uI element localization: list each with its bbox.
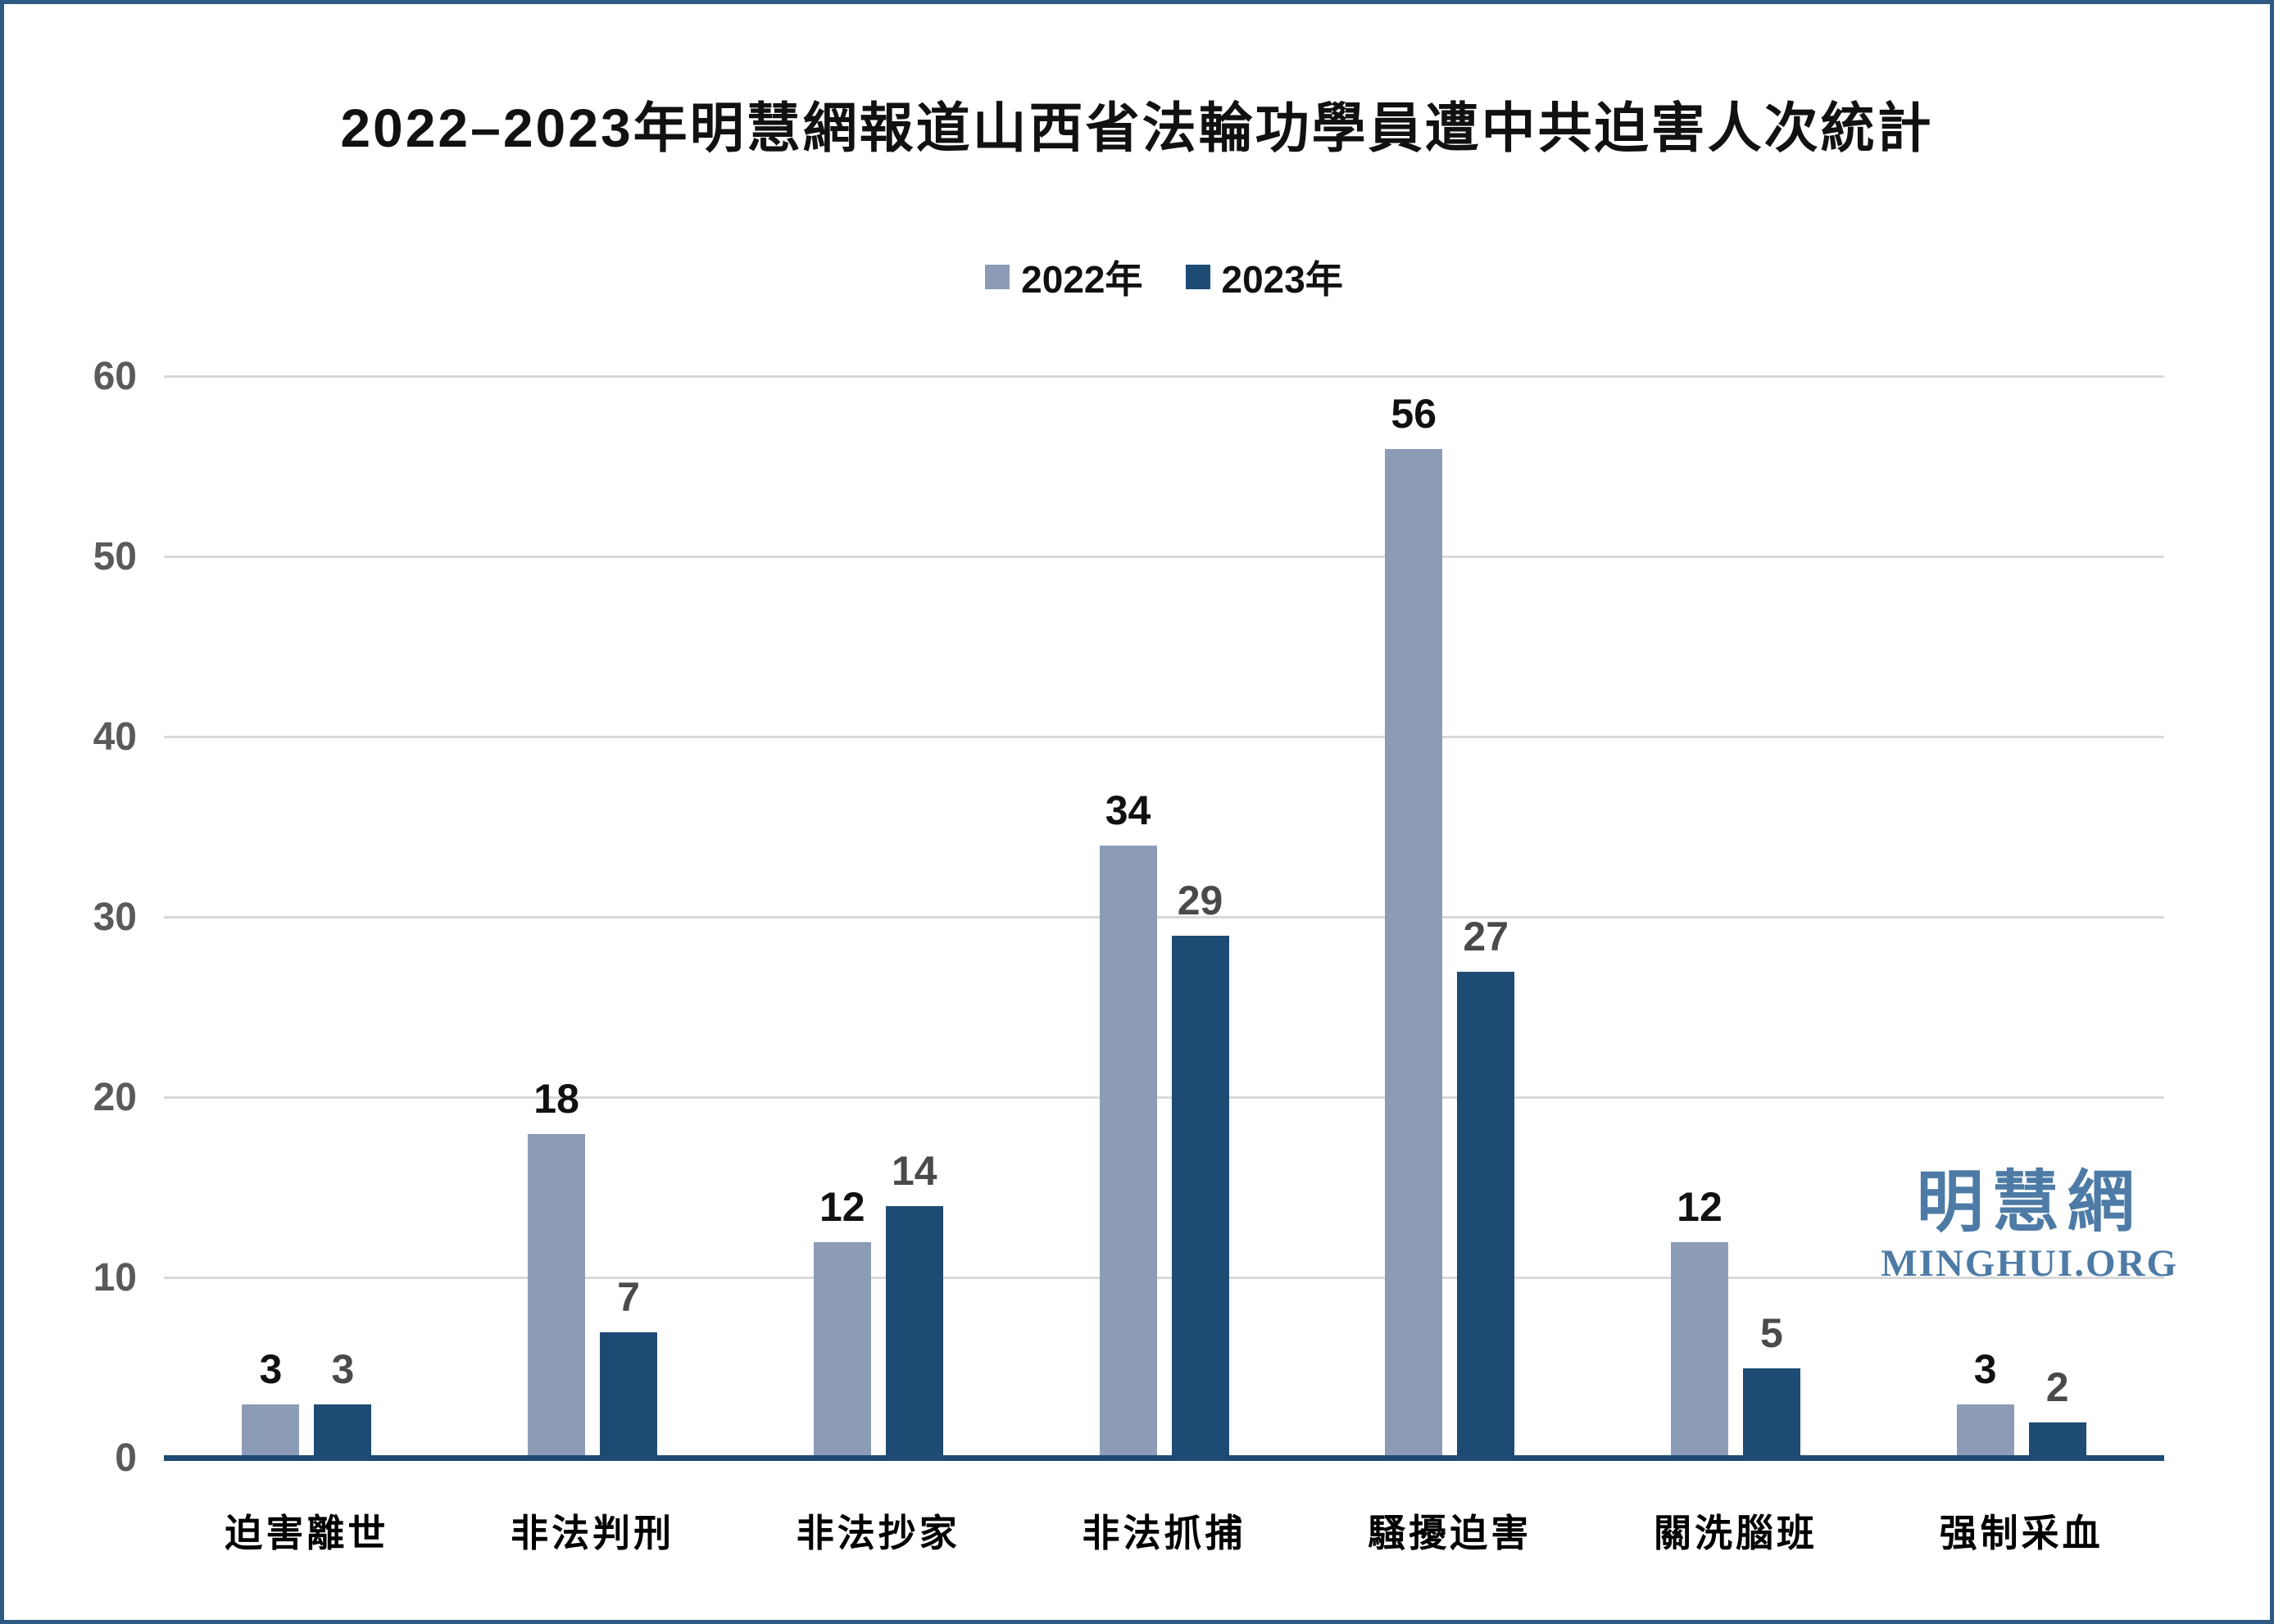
- y-tick-label: 60: [93, 355, 137, 398]
- x-category-label: 騷擾迫害: [1368, 1512, 1532, 1554]
- x-category-label: 迫害離世: [225, 1512, 389, 1554]
- bar-value-label: 34: [1105, 787, 1151, 833]
- bar: [1171, 936, 1229, 1458]
- y-tick-label: 0: [115, 1436, 137, 1480]
- legend-item: 2023年: [1185, 250, 1343, 304]
- bar: [1457, 972, 1515, 1458]
- bar-value-label: 3: [331, 1346, 355, 1392]
- legend-item: 2022年: [985, 250, 1143, 304]
- minghui-logo-latin: MINGHUI.ORG: [1881, 1242, 2178, 1285]
- bar: [528, 1134, 586, 1458]
- bar: [813, 1242, 871, 1458]
- bar-column: 14: [885, 1148, 943, 1458]
- bar: [600, 1332, 658, 1458]
- bar-value-label: 56: [1391, 391, 1437, 437]
- bar-column: 56: [1385, 391, 1443, 1458]
- bar-value-label: 3: [1973, 1346, 1997, 1392]
- bar: [242, 1404, 300, 1458]
- y-axis: 0 10 20 30 40 50 60: [4, 357, 137, 1478]
- bar-column: 3: [1956, 1346, 2014, 1458]
- bar-group: 12 5: [1593, 377, 1879, 1458]
- x-category-label: 非法抄家: [796, 1512, 960, 1554]
- bar-value-label: 12: [1677, 1184, 1723, 1230]
- bar-value-label: 3: [259, 1346, 283, 1392]
- bar: [1956, 1404, 2014, 1458]
- x-category-label: 非法抓捕: [1082, 1512, 1246, 1554]
- bar: [1670, 1242, 1728, 1458]
- plot-area: 3 3 18 7 12 14 34 29 56 27 12 5 3 2: [164, 375, 2164, 1461]
- bar-group: 56 27: [1307, 377, 1593, 1458]
- minghui-logo-cjk: 明慧網: [1916, 1165, 2143, 1240]
- bar-column: 12: [813, 1184, 871, 1458]
- bar: [2028, 1422, 2086, 1458]
- legend: 2022年 2023年: [164, 250, 2164, 304]
- y-tick-label: 50: [93, 535, 137, 578]
- bar: [314, 1404, 372, 1458]
- bar-value-label: 29: [1177, 878, 1223, 923]
- x-category-label: 非法判刑: [511, 1512, 675, 1554]
- bar-column: 29: [1171, 878, 1229, 1458]
- legend-swatch: [1185, 265, 1210, 289]
- bar-value-label: 12: [819, 1184, 865, 1230]
- bar-value-label: 18: [533, 1076, 579, 1122]
- bar-value-label: 5: [1760, 1310, 1783, 1356]
- gridline: [164, 556, 2164, 558]
- y-tick-label: 40: [93, 715, 137, 759]
- bar-column: 12: [1670, 1184, 1728, 1458]
- legend-swatch: [985, 265, 1010, 289]
- bar: [1385, 449, 1443, 1458]
- chart-title: 2022–2023年明慧網報道山西省法輪功學員遭中共迫害人次統計: [340, 98, 1934, 158]
- minghui-watermark: 明慧網 MINGHUI.ORG: [1881, 1169, 2178, 1286]
- bar: [1742, 1368, 1800, 1458]
- bar-group: 12 14: [735, 377, 1021, 1458]
- bar-column: 27: [1457, 914, 1515, 1458]
- y-tick-label: 20: [93, 1076, 137, 1119]
- y-tick-label: 30: [93, 896, 137, 939]
- gridline: [164, 916, 2164, 919]
- legend-label: 2023年: [1221, 258, 1343, 301]
- bar: [885, 1206, 943, 1458]
- bar-value-label: 7: [617, 1274, 640, 1320]
- gridline: [164, 736, 2164, 738]
- bar-group: 18 7: [450, 377, 736, 1458]
- bar-column: 3: [314, 1346, 372, 1458]
- bar-value-label: 27: [1463, 914, 1509, 959]
- x-axis-labels: 迫害離世 非法判刑 非法抄家 非法抓捕 騷擾迫害 關洗腦班 强制采血: [164, 1504, 2164, 1558]
- bar-column: 7: [600, 1274, 658, 1458]
- x-axis-line: [164, 1455, 2164, 1461]
- bar-group: 34 29: [1021, 377, 1307, 1458]
- bar-column: 18: [528, 1076, 586, 1458]
- bar-column: 34: [1099, 787, 1157, 1458]
- gridline: [164, 1096, 2164, 1099]
- bar-value-label: 14: [891, 1148, 937, 1194]
- bar-column: 2: [2028, 1364, 2086, 1458]
- y-tick-label: 10: [93, 1256, 137, 1300]
- x-category-label: 關洗腦班: [1653, 1512, 1818, 1554]
- bar: [1099, 846, 1157, 1458]
- bar-column: 5: [1742, 1310, 1800, 1458]
- gridline: [164, 1277, 2164, 1279]
- bar-column: 3: [242, 1346, 300, 1458]
- gridline: [164, 375, 2164, 378]
- bar-value-label: 2: [2045, 1364, 2069, 1410]
- legend-label: 2022年: [1021, 258, 1143, 301]
- bar-groups: 3 3 18 7 12 14 34 29 56 27 12 5 3 2: [164, 377, 2164, 1458]
- x-category-label: 强制采血: [1939, 1512, 2104, 1554]
